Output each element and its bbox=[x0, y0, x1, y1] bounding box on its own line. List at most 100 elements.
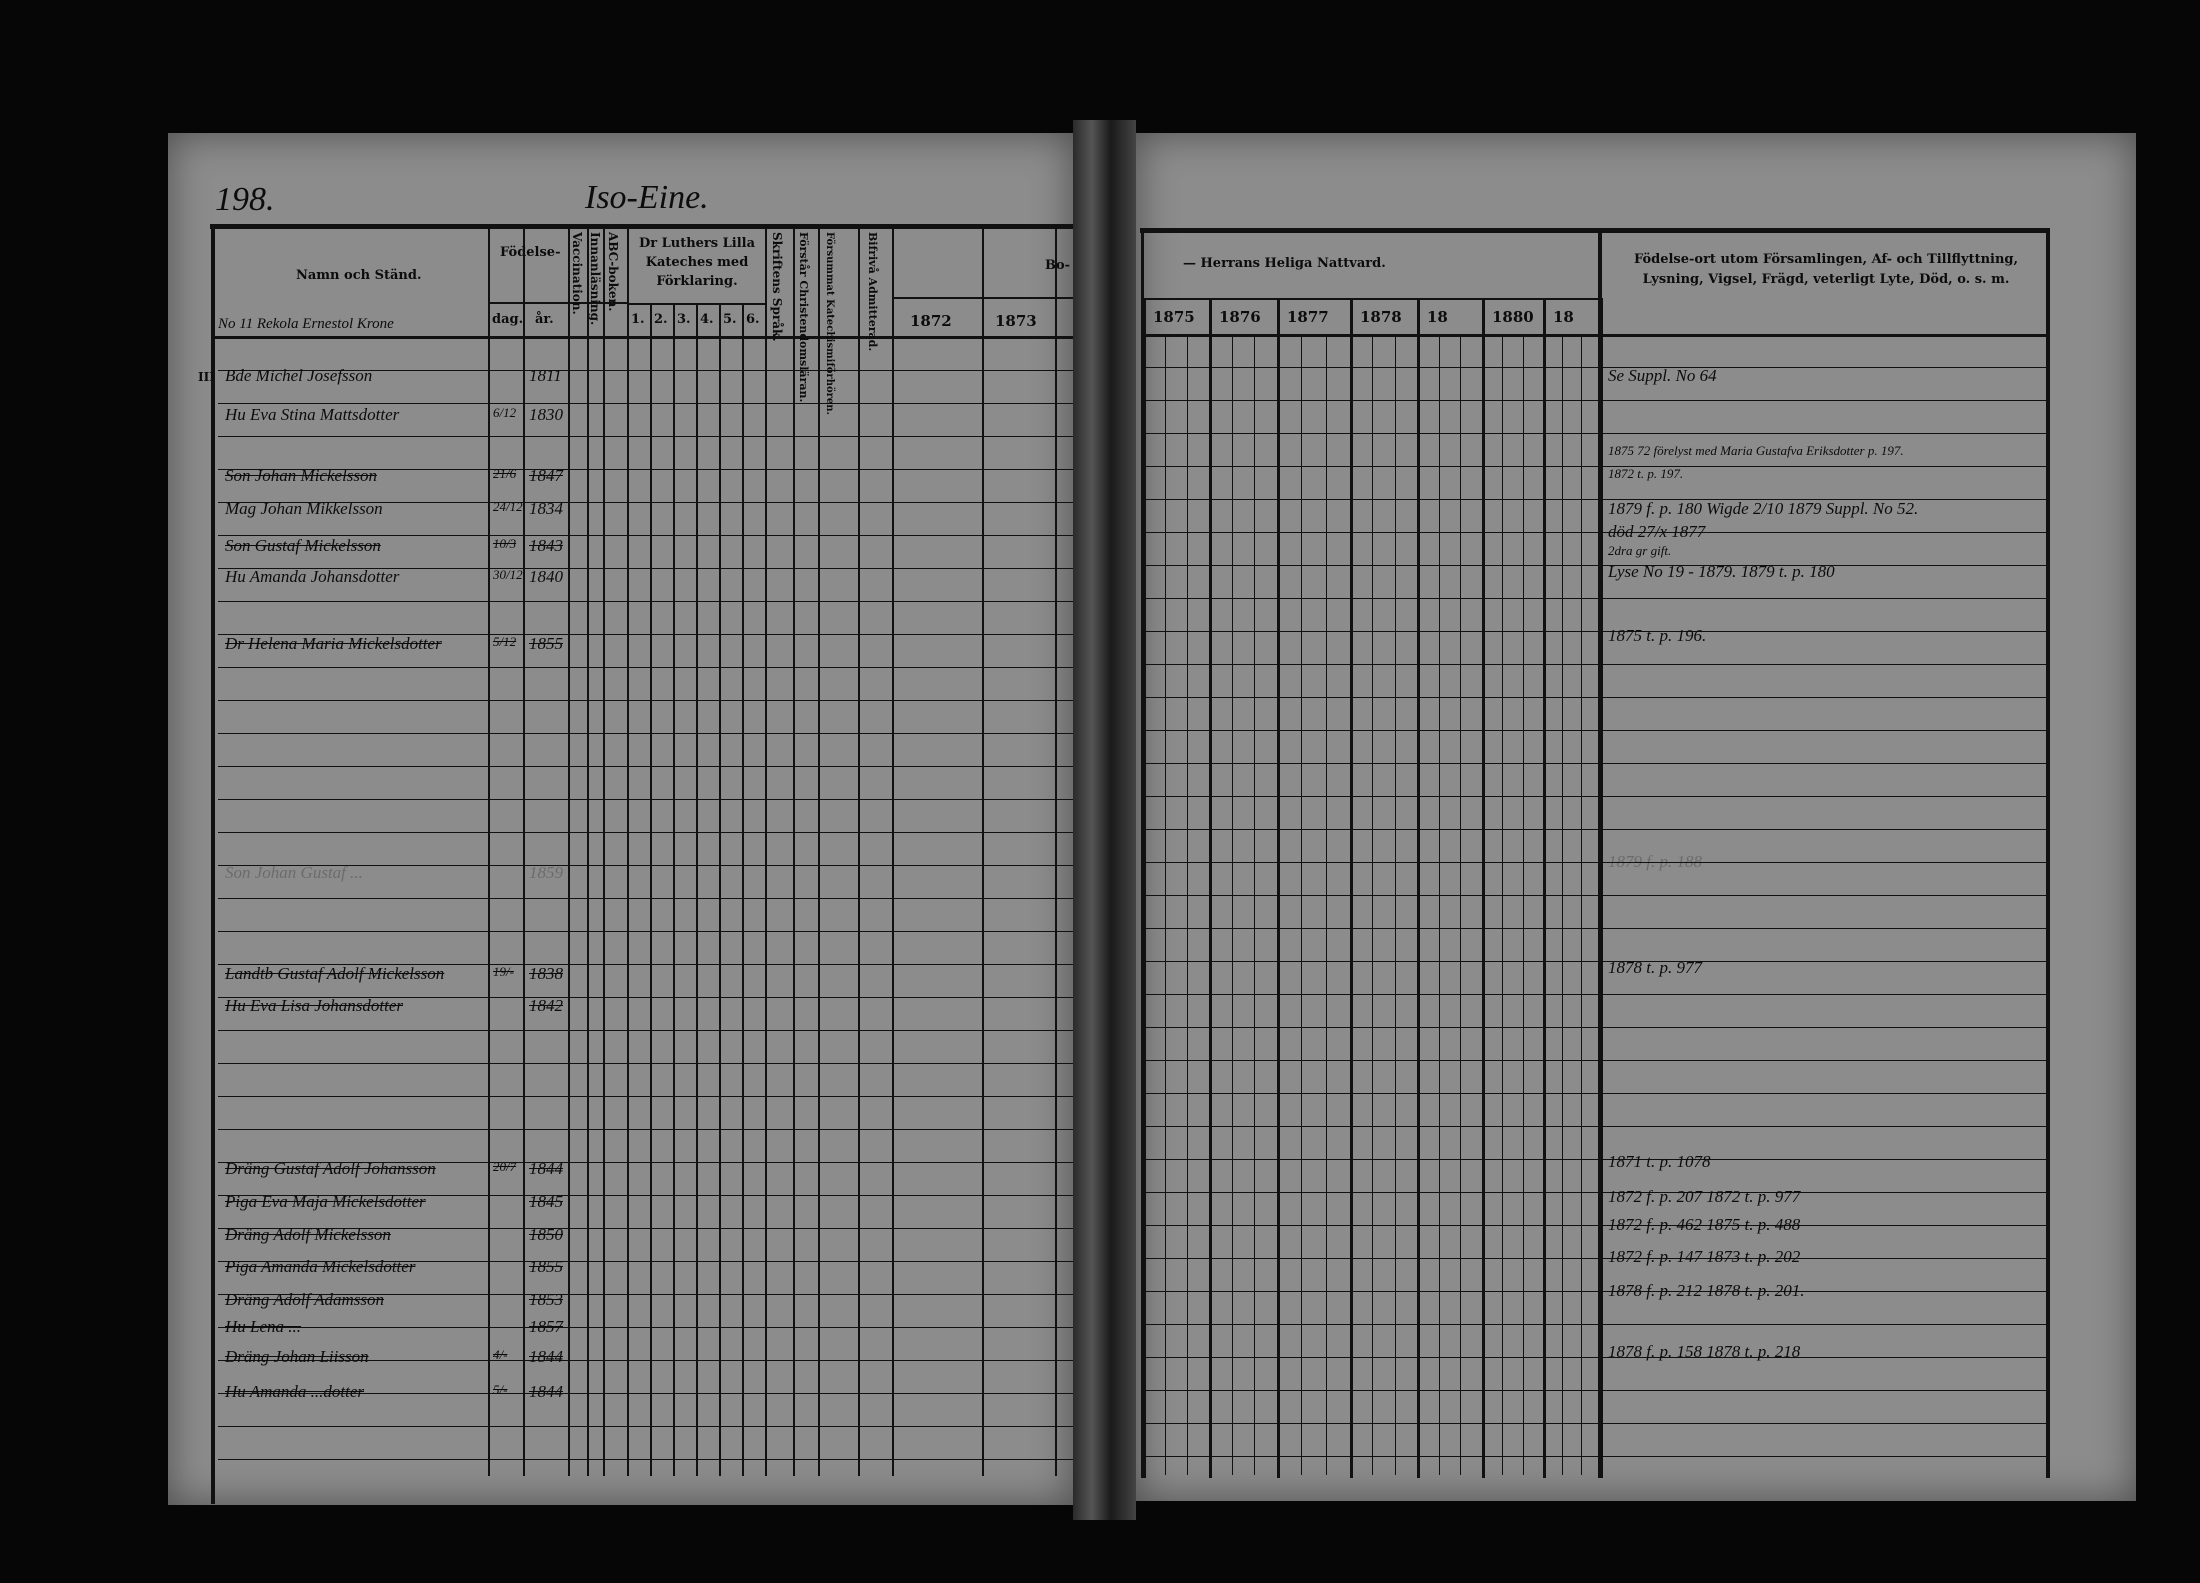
row-rule bbox=[1143, 499, 2046, 500]
entry-birth-year: 1844 bbox=[529, 1347, 563, 1366]
row-rule bbox=[1143, 433, 2046, 434]
table-left-border bbox=[1141, 228, 1144, 1478]
header-communion-year: 1880 bbox=[1492, 308, 1534, 326]
table-left-border bbox=[211, 224, 215, 1504]
entry-birth-day: 10/3 bbox=[493, 536, 517, 551]
row-rule bbox=[218, 766, 1073, 767]
header-neglected: Försummat Katechismiförhören. bbox=[824, 232, 835, 416]
row-rule bbox=[1143, 664, 2046, 665]
entry-birth-day: 4/- bbox=[493, 1347, 508, 1362]
entry-name: Dräng Gustaf Adolf Johansson bbox=[225, 1159, 436, 1178]
remark-text: 1875 72 förelyst med Maria Gustafva Erik… bbox=[1608, 443, 1904, 458]
header-bottom-line bbox=[213, 336, 1073, 339]
column-line bbox=[696, 303, 698, 1476]
entry-name: Hu Eva Stina Mattsdotter bbox=[225, 405, 400, 424]
entry-birth-year: 1811 bbox=[529, 366, 562, 385]
header-name: Namn och Ständ. bbox=[296, 268, 422, 283]
entry-birth-day: 30/12 bbox=[493, 567, 523, 582]
remark-text: 1879 f. p. 180 Wigde 2/10 1879 Suppl. No… bbox=[1608, 499, 1919, 518]
column-line bbox=[1187, 335, 1188, 1475]
column-line bbox=[982, 226, 984, 1476]
entry-birth-year: 1844 bbox=[529, 1159, 563, 1178]
column-line bbox=[1460, 335, 1462, 1475]
row-rule bbox=[218, 964, 1073, 965]
row-rule bbox=[218, 370, 1073, 371]
header-catechism-part: 5. bbox=[723, 312, 737, 327]
entry-name: Bde Michel Josefsson bbox=[225, 366, 373, 385]
row-rule bbox=[218, 535, 1073, 536]
column-line bbox=[1394, 335, 1396, 1475]
margin-mark: III bbox=[198, 370, 215, 384]
row-rule bbox=[218, 931, 1073, 932]
column-line bbox=[742, 303, 744, 1476]
row-rule bbox=[218, 1393, 1073, 1394]
row-rule bbox=[1143, 1159, 2046, 1160]
year-group-line bbox=[1143, 298, 1146, 1478]
row-rule bbox=[1143, 763, 2046, 764]
row-rule bbox=[1143, 796, 2046, 797]
entry-birth-day: 21/6 bbox=[493, 466, 517, 481]
remark-text: 1872 f. p. 462 1875 t. p. 488 bbox=[1608, 1215, 1801, 1234]
row-rule bbox=[1143, 565, 2046, 566]
remark-text: 1871 t. p. 1078 bbox=[1608, 1152, 1711, 1171]
row-rule bbox=[218, 1459, 1073, 1460]
column-line bbox=[673, 303, 675, 1476]
header-scripture: Skriftens Språk. bbox=[770, 232, 784, 342]
table-top-border bbox=[210, 224, 1073, 229]
remark-text: 2dra gr gift. bbox=[1608, 543, 1672, 558]
header-understands: Förstår Christendomsläran. bbox=[797, 232, 810, 403]
entry-birth-day: 5/12 bbox=[493, 634, 517, 649]
village-name: Iso-Eine. bbox=[585, 179, 709, 216]
entry-birth-year: 1843 bbox=[529, 536, 563, 555]
row-rule bbox=[1143, 466, 2046, 467]
row-rule bbox=[1143, 1225, 2046, 1226]
entry-birth-year: 1853 bbox=[529, 1290, 563, 1309]
row-rule bbox=[218, 997, 1073, 998]
row-rule bbox=[1143, 1258, 2046, 1259]
table-right-border bbox=[2046, 228, 2050, 1478]
row-rule bbox=[218, 1129, 1073, 1130]
entry-birth-year: 1859 bbox=[529, 863, 563, 882]
row-rule bbox=[1143, 1324, 2046, 1325]
row-rule bbox=[1143, 994, 2046, 995]
row-rule bbox=[218, 436, 1073, 437]
column-line bbox=[765, 226, 767, 1476]
header-catechism-part: 4. bbox=[700, 312, 714, 327]
entry-birth-year: 1830 bbox=[529, 405, 563, 424]
header-vaccination: Vaccination. bbox=[570, 232, 584, 315]
row-rule bbox=[1143, 1291, 2046, 1292]
column-line bbox=[627, 226, 629, 1476]
row-rule bbox=[1143, 400, 2046, 401]
header-admitted: Bifrivå Admitterad. bbox=[866, 232, 879, 352]
column-line bbox=[793, 226, 795, 1476]
row-rule bbox=[218, 1228, 1073, 1229]
header-communion-year: 1875 bbox=[1153, 308, 1195, 326]
column-line bbox=[1254, 335, 1256, 1475]
header-remarks: Födelse-ort utom Församlingen, Af- och T… bbox=[1633, 252, 2019, 287]
row-rule bbox=[218, 1096, 1073, 1097]
header-communion-year: 1876 bbox=[1219, 308, 1261, 326]
entry-name: Son Johan Gustaf ... bbox=[225, 863, 363, 882]
header-year-1872: 1872 bbox=[910, 312, 952, 330]
entry-birth-year: 1834 bbox=[529, 499, 563, 518]
row-rule bbox=[1143, 532, 2046, 533]
entry-name: Piga Amanda Mickelsdotter bbox=[225, 1257, 416, 1276]
entry-name: Hu Eva Lisa Johansdotter bbox=[225, 996, 404, 1015]
entry-birth-year: 1855 bbox=[529, 1257, 563, 1276]
row-rule bbox=[218, 469, 1073, 470]
column-line bbox=[858, 226, 860, 1476]
row-rule bbox=[1143, 697, 2046, 698]
header-partial: Bo- bbox=[1045, 258, 1071, 273]
entry-birth-year: 1850 bbox=[529, 1225, 563, 1244]
column-line bbox=[719, 303, 721, 1476]
row-rule bbox=[218, 1294, 1073, 1295]
year-group-line bbox=[1209, 298, 1212, 1478]
row-rule bbox=[218, 700, 1073, 701]
entry-birth-day: 20/7 bbox=[493, 1159, 517, 1174]
column-line bbox=[1325, 335, 1327, 1475]
column-line bbox=[818, 226, 820, 1476]
column-line bbox=[892, 226, 894, 1476]
header-communion-year: 18 bbox=[1427, 308, 1448, 326]
header-catechism-part: 6. bbox=[746, 312, 760, 327]
row-rule bbox=[1143, 367, 2046, 368]
